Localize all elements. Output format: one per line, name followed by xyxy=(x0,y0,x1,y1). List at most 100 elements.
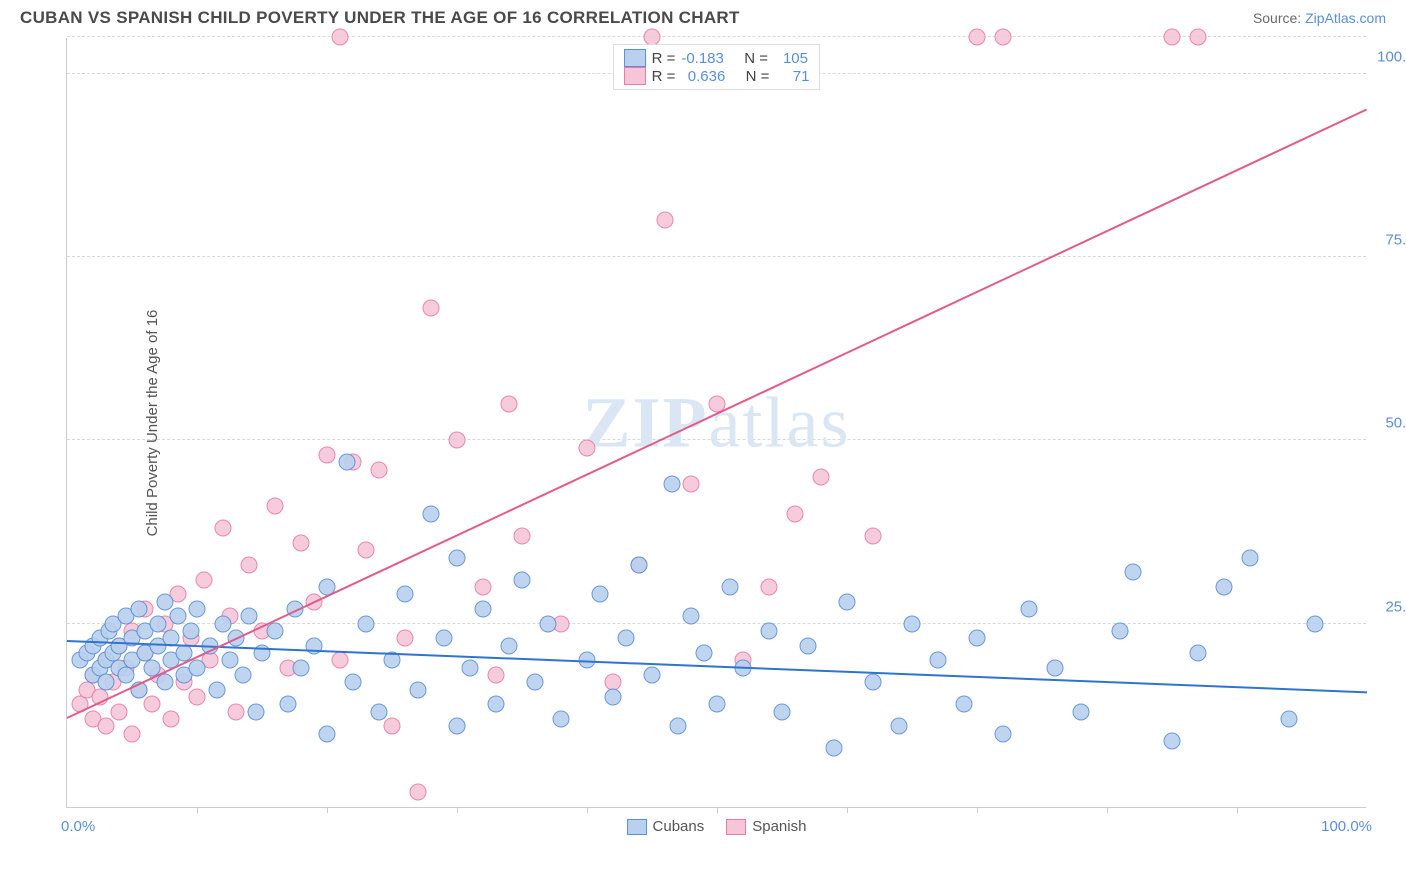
point-cubans xyxy=(1242,549,1259,566)
x-tick-mark xyxy=(847,807,848,813)
source-prefix: Source: xyxy=(1253,10,1305,26)
point-spanish xyxy=(1164,29,1181,46)
point-cubans xyxy=(208,681,225,698)
point-cubans xyxy=(1021,601,1038,618)
r-label: R = xyxy=(652,68,676,85)
legend-label-spanish: Spanish xyxy=(752,818,806,835)
chart-area: ZIPatlas Child Poverty Under the Age of … xyxy=(20,38,1386,808)
point-cubans xyxy=(774,703,791,720)
y-tick-label: 25.0% xyxy=(1372,598,1406,615)
point-spanish xyxy=(267,498,284,515)
point-cubans xyxy=(722,579,739,596)
point-cubans xyxy=(345,674,362,691)
x-tick-mark xyxy=(717,807,718,813)
point-spanish xyxy=(124,725,141,742)
x-tick-100: 100.0% xyxy=(1321,818,1372,835)
point-spanish xyxy=(683,476,700,493)
x-tick-mark xyxy=(1237,807,1238,813)
point-cubans xyxy=(826,740,843,757)
legend-item-spanish: Spanish xyxy=(726,818,806,835)
legend-swatch-cubans xyxy=(627,819,647,835)
point-cubans xyxy=(527,674,544,691)
point-spanish xyxy=(195,571,212,588)
point-cubans xyxy=(319,725,336,742)
point-spanish xyxy=(644,29,661,46)
point-cubans xyxy=(189,659,206,676)
point-cubans xyxy=(644,667,661,684)
point-cubans xyxy=(540,615,557,632)
point-cubans xyxy=(449,549,466,566)
x-tick-mark xyxy=(457,807,458,813)
series-legend: Cubans Spanish xyxy=(627,818,807,835)
point-cubans xyxy=(1216,579,1233,596)
point-spanish xyxy=(514,527,531,544)
point-cubans xyxy=(904,615,921,632)
legend-label-cubans: Cubans xyxy=(653,818,705,835)
point-cubans xyxy=(338,454,355,471)
point-cubans xyxy=(189,601,206,618)
source-attribution: Source: ZipAtlas.com xyxy=(1253,10,1386,26)
point-spanish xyxy=(189,689,206,706)
n-label: N = xyxy=(744,50,768,67)
point-cubans xyxy=(800,637,817,654)
point-cubans xyxy=(1281,711,1298,728)
chart-title: CUBAN VS SPANISH CHILD POVERTY UNDER THE… xyxy=(20,8,740,28)
point-spanish xyxy=(579,439,596,456)
point-cubans xyxy=(696,645,713,662)
point-cubans xyxy=(436,630,453,647)
legend-row-cubans: R = -0.183 N = 105 xyxy=(624,49,810,67)
y-tick-label: 75.0% xyxy=(1372,232,1406,249)
point-cubans xyxy=(839,593,856,610)
point-cubans xyxy=(423,505,440,522)
gridline-h xyxy=(67,256,1366,257)
point-cubans xyxy=(150,615,167,632)
point-spanish xyxy=(371,461,388,478)
chart-header: CUBAN VS SPANISH CHILD POVERTY UNDER THE… xyxy=(0,0,1406,32)
point-cubans xyxy=(169,608,186,625)
point-spanish xyxy=(215,520,232,537)
point-cubans xyxy=(1047,659,1064,676)
point-cubans xyxy=(241,608,258,625)
point-cubans xyxy=(1190,645,1207,662)
point-cubans xyxy=(891,718,908,735)
point-cubans xyxy=(1073,703,1090,720)
n-label: N = xyxy=(746,68,770,85)
n-value-spanish: 71 xyxy=(775,68,809,85)
x-tick-0: 0.0% xyxy=(61,818,95,835)
source-link[interactable]: ZipAtlas.com xyxy=(1305,10,1386,26)
x-tick-mark xyxy=(327,807,328,813)
point-spanish xyxy=(813,469,830,486)
point-spanish xyxy=(397,630,414,647)
point-cubans xyxy=(709,696,726,713)
point-spanish xyxy=(319,447,336,464)
point-cubans xyxy=(247,703,264,720)
point-spanish xyxy=(787,505,804,522)
point-cubans xyxy=(930,652,947,669)
legend-item-cubans: Cubans xyxy=(627,818,705,835)
point-spanish xyxy=(358,542,375,559)
point-spanish xyxy=(995,29,1012,46)
point-cubans xyxy=(865,674,882,691)
point-cubans xyxy=(995,725,1012,742)
point-spanish xyxy=(475,579,492,596)
point-cubans xyxy=(267,623,284,640)
point-spanish xyxy=(332,29,349,46)
point-spanish xyxy=(241,557,258,574)
point-cubans xyxy=(605,689,622,706)
point-cubans xyxy=(663,476,680,493)
trendline-cubans xyxy=(67,640,1367,693)
point-cubans xyxy=(475,601,492,618)
point-cubans xyxy=(1307,615,1324,632)
legend-swatch-cubans xyxy=(624,49,646,67)
point-cubans xyxy=(618,630,635,647)
point-cubans xyxy=(156,674,173,691)
point-spanish xyxy=(332,652,349,669)
scatter-plot: ZIPatlas Child Poverty Under the Age of … xyxy=(66,38,1366,808)
y-axis-label: Child Poverty Under the Age of 16 xyxy=(144,309,161,536)
point-spanish xyxy=(111,703,128,720)
point-cubans xyxy=(501,637,518,654)
point-spanish xyxy=(293,535,310,552)
point-cubans xyxy=(221,652,238,669)
point-cubans xyxy=(358,615,375,632)
point-spanish xyxy=(501,395,518,412)
